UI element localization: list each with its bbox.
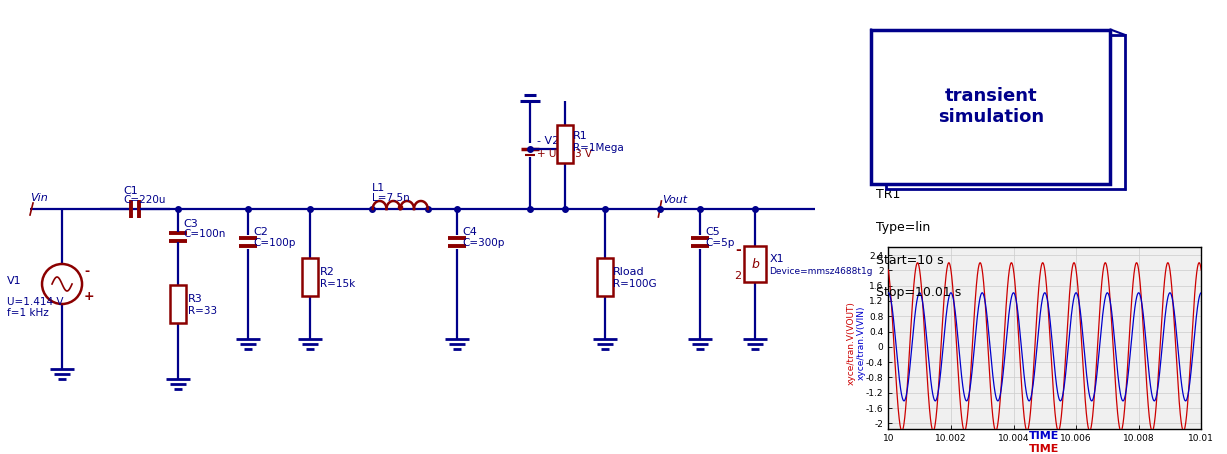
Text: f=1 kHz: f=1 kHz bbox=[7, 308, 49, 318]
Text: R=100G: R=100G bbox=[614, 279, 656, 289]
Bar bbox=[745, 246, 767, 282]
Text: TIME: TIME bbox=[1029, 431, 1059, 441]
Text: C=5p: C=5p bbox=[706, 238, 735, 248]
Text: L1: L1 bbox=[372, 183, 385, 193]
Text: - V2: - V2 bbox=[537, 136, 560, 146]
Text: X1: X1 bbox=[769, 254, 784, 264]
Text: xyce/tran.V(VOUT): xyce/tran.V(VOUT) bbox=[847, 301, 856, 385]
Bar bbox=[302, 258, 318, 296]
Text: TR1: TR1 bbox=[876, 188, 901, 202]
Text: b: b bbox=[751, 257, 760, 271]
Text: V1: V1 bbox=[7, 276, 22, 286]
Text: C=100n: C=100n bbox=[183, 229, 226, 239]
Text: Vin: Vin bbox=[29, 193, 48, 203]
Text: C2: C2 bbox=[253, 227, 267, 237]
Text: -: - bbox=[736, 243, 741, 257]
Text: R=15k: R=15k bbox=[320, 279, 356, 289]
Text: R3: R3 bbox=[188, 294, 202, 304]
Text: C=100p: C=100p bbox=[253, 238, 296, 248]
Text: L=7.5n: L=7.5n bbox=[372, 193, 410, 203]
Text: R=33: R=33 bbox=[188, 306, 217, 316]
Text: transient
simulation: transient simulation bbox=[937, 87, 1044, 126]
Text: C4: C4 bbox=[463, 227, 477, 237]
Text: R2: R2 bbox=[320, 267, 335, 277]
Bar bbox=[598, 258, 614, 296]
Text: C=220u: C=220u bbox=[123, 195, 166, 205]
Text: Device=mmsz4688t1g: Device=mmsz4688t1g bbox=[769, 266, 872, 276]
Text: R=1Mega: R=1Mega bbox=[573, 143, 625, 153]
Text: C3: C3 bbox=[183, 219, 198, 229]
Text: Start=10 s: Start=10 s bbox=[876, 254, 944, 267]
Bar bbox=[557, 125, 573, 163]
Text: 2: 2 bbox=[734, 271, 741, 281]
Text: Vout: Vout bbox=[663, 195, 687, 205]
Text: Type=lin: Type=lin bbox=[876, 221, 930, 234]
Text: -: - bbox=[85, 266, 90, 278]
Text: Stop=10.01 s: Stop=10.01 s bbox=[876, 286, 961, 300]
Text: xyce/tran.V(VIN): xyce/tran.V(VIN) bbox=[856, 306, 866, 380]
Text: +: + bbox=[85, 290, 94, 302]
Text: C1: C1 bbox=[123, 186, 137, 196]
Text: C5: C5 bbox=[706, 227, 720, 237]
Text: C=300p: C=300p bbox=[463, 238, 504, 248]
Text: R1: R1 bbox=[573, 131, 588, 141]
Text: U=1.414 V: U=1.414 V bbox=[7, 297, 64, 307]
Text: Rload: Rload bbox=[614, 267, 645, 277]
Bar bbox=[171, 285, 187, 323]
Text: + U=3.3 V: + U=3.3 V bbox=[537, 149, 593, 159]
Text: TIME: TIME bbox=[1029, 444, 1059, 454]
